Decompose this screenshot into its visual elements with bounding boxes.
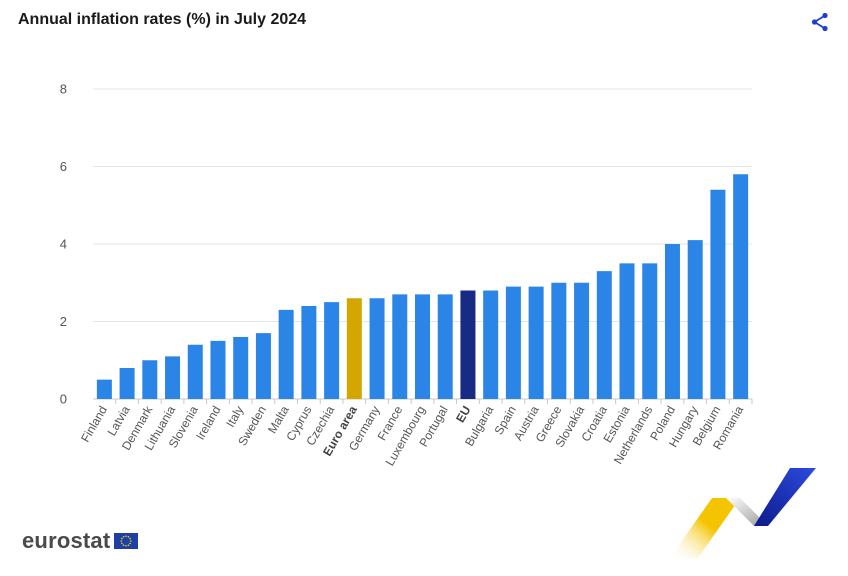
chart-title: Annual inflation rates (%) in July 2024 [18, 11, 307, 28]
bar-croatia [596, 271, 612, 399]
bar-hungary [687, 240, 703, 399]
bar-estonia [619, 263, 635, 399]
bar-belgium [710, 189, 726, 399]
y-tick-label: 4 [60, 237, 67, 252]
bar-italy [233, 337, 249, 399]
bar-czechia [324, 302, 340, 399]
share-icon[interactable] [808, 10, 832, 34]
bar-slovenia [187, 344, 203, 399]
bar-sweden [255, 333, 271, 399]
bar-romania [733, 174, 749, 399]
y-tick-label: 0 [60, 392, 67, 407]
bar-luxembourg [415, 294, 430, 399]
bar-portugal [437, 294, 453, 399]
bar-lithuania [165, 356, 181, 399]
bar-bulgaria [483, 290, 499, 399]
bar-spain [505, 286, 521, 399]
bar-ireland [210, 340, 226, 399]
bar-germany [369, 298, 385, 399]
bar-malta [278, 309, 294, 399]
x-tick-label: Finland [78, 404, 110, 445]
y-tick-label: 8 [60, 82, 67, 97]
decorative-chevrons [670, 468, 816, 558]
eu-flag-icon [114, 533, 139, 549]
bar-france [392, 294, 408, 399]
bar-latvia [119, 368, 135, 399]
y-tick-label: 6 [60, 159, 67, 174]
y-tick-label: 2 [60, 314, 67, 329]
bar-austria [528, 286, 544, 399]
bar-netherlands [642, 263, 658, 399]
x-tick-label: EU [453, 404, 473, 425]
logo-text: eurostat [22, 528, 111, 553]
bar-denmark [142, 360, 158, 399]
bar-cyprus [301, 306, 317, 399]
bar-finland [96, 379, 112, 399]
bar-poland [664, 244, 680, 399]
x-tick-label: Italy [223, 404, 246, 430]
eurostat-logo: eurostat [22, 528, 139, 554]
bar-eu [460, 290, 476, 399]
bar-greece [551, 282, 567, 399]
bar-slovakia [574, 282, 590, 399]
bar-euro-area [346, 298, 362, 399]
